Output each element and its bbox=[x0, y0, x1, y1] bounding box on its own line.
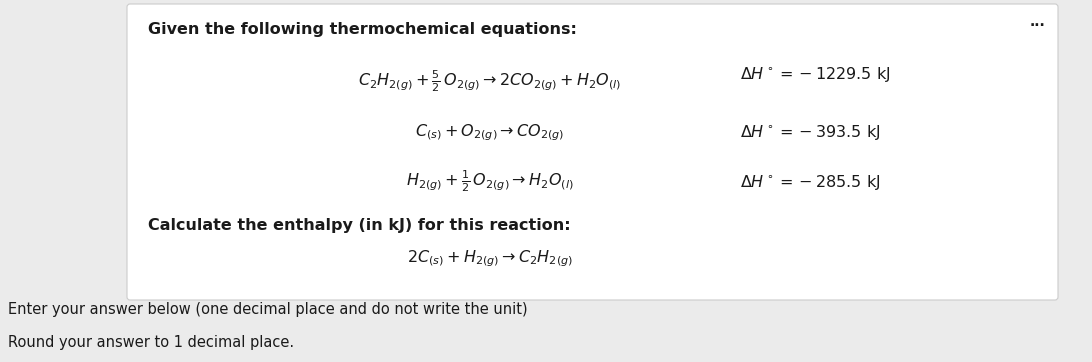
Text: $C_2H_{2(g)} + \frac{5}{2}\,O_{2(g)} \rightarrow 2CO_{2(g)} + H_2O_{(l)}$: $C_2H_{2(g)} + \frac{5}{2}\,O_{2(g)} \ri… bbox=[358, 68, 621, 94]
Text: ...: ... bbox=[1030, 15, 1045, 29]
Text: $2C_{(s)} + H_{2(g)} \rightarrow C_2H_{2(g)}$: $2C_{(s)} + H_{2(g)} \rightarrow C_2H_{2… bbox=[407, 248, 573, 269]
Text: $H_{2(g)} + \frac{1}{2}\,O_{2(g)} \rightarrow H_2O_{(l)}$: $H_{2(g)} + \frac{1}{2}\,O_{2(g)} \right… bbox=[406, 168, 573, 194]
Text: Enter your answer below (one decimal place and do not write the unit): Enter your answer below (one decimal pla… bbox=[8, 302, 527, 317]
Text: Given the following thermochemical equations:: Given the following thermochemical equat… bbox=[149, 22, 577, 37]
FancyBboxPatch shape bbox=[127, 4, 1058, 300]
Text: $\Delta H^\circ = -1229.5\ \mathrm{kJ}$: $\Delta H^\circ = -1229.5\ \mathrm{kJ}$ bbox=[740, 66, 890, 84]
Text: $\Delta H^\circ = -285.5\ \mathrm{kJ}$: $\Delta H^\circ = -285.5\ \mathrm{kJ}$ bbox=[740, 173, 880, 193]
Text: Calculate the enthalpy (in kJ) for this reaction:: Calculate the enthalpy (in kJ) for this … bbox=[149, 218, 571, 233]
Text: $\Delta H^\circ = -393.5\ \mathrm{kJ}$: $\Delta H^\circ = -393.5\ \mathrm{kJ}$ bbox=[740, 123, 880, 143]
Text: Round your answer to 1 decimal place.: Round your answer to 1 decimal place. bbox=[8, 335, 294, 350]
Text: $C_{(s)} + O_{2(g)} \rightarrow CO_{2(g)}$: $C_{(s)} + O_{2(g)} \rightarrow CO_{2(g)… bbox=[415, 123, 565, 143]
